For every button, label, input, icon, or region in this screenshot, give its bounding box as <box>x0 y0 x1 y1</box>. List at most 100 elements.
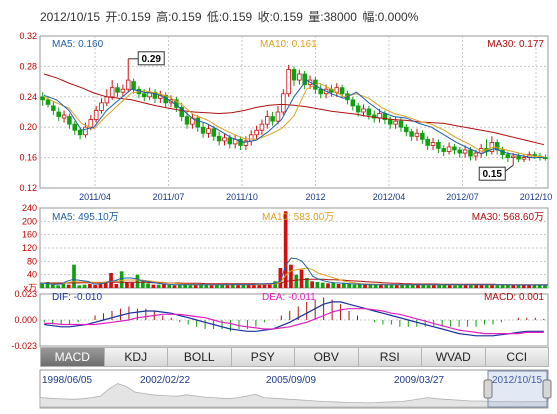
macd-y-tick-label: 0.000 <box>14 315 37 325</box>
navigator-right-handle <box>542 379 552 399</box>
tab-cci[interactable]: CCI <box>484 347 549 367</box>
candle-body <box>452 146 457 151</box>
candle-body <box>259 123 265 131</box>
candle-body <box>200 126 206 134</box>
volume-bar <box>98 283 103 288</box>
volume-bar <box>252 283 256 288</box>
candle-body <box>446 146 452 152</box>
high-marker-label: 0.29 <box>141 54 161 65</box>
macd-panel: 0.023 0.000 -0.023 DIF: -0.010 DEA: -0.011 MA… <box>11 289 549 351</box>
candle-body <box>462 149 468 154</box>
volume-bar <box>215 284 219 288</box>
volume-bar <box>426 285 431 288</box>
candle-body <box>297 73 302 81</box>
candle-body <box>543 157 548 160</box>
navigator-date-label: 2005/09/09 <box>266 375 316 386</box>
volume-bar <box>177 284 182 288</box>
candle-body <box>350 99 356 107</box>
candle-body <box>72 123 78 131</box>
tab-wvad[interactable]: WVAD <box>421 347 486 367</box>
low-marker-box <box>478 166 506 181</box>
navigator-panel[interactable]: 1998/06/05 2002/02/22 2005/09/09 2009/03/27… <box>39 369 552 409</box>
volume-y-tick-label: 160 <box>22 230 37 240</box>
volume-bar <box>527 285 531 288</box>
volume-bar <box>379 284 383 288</box>
quote-volume: 量:38000 <box>308 10 357 24</box>
volume-bar <box>416 284 420 288</box>
volume-bar <box>437 284 441 288</box>
candle-body <box>51 105 56 111</box>
volume-bar <box>193 284 198 288</box>
candle-body <box>281 93 286 113</box>
volume-bar <box>125 282 129 288</box>
volume-bar <box>405 284 410 288</box>
volume-bar <box>88 284 92 288</box>
volume-bar <box>484 284 489 288</box>
volume-bar <box>82 284 87 288</box>
volume-bar <box>532 285 537 288</box>
volume-bar <box>394 284 399 288</box>
navigator-date-label: 1998/06/05 <box>42 375 92 386</box>
candle-body <box>398 120 404 128</box>
volume-bar <box>299 269 304 288</box>
volume-bar <box>40 284 45 288</box>
volume-bar <box>347 284 352 288</box>
ma10-line <box>43 82 545 158</box>
volume-bar <box>220 284 225 288</box>
candle-body <box>366 108 372 116</box>
ma5-line <box>43 79 544 159</box>
tab-boll[interactable]: BOLL <box>167 347 232 367</box>
candle-body <box>206 128 211 134</box>
tab-rsi[interactable]: RSI <box>357 347 422 367</box>
navigator-range-window <box>487 370 548 408</box>
volume-bar <box>543 285 547 288</box>
volume-bar <box>156 284 161 288</box>
candle-body <box>99 102 104 111</box>
candle-body <box>425 138 430 146</box>
candle-body <box>270 116 275 122</box>
quote-close: 收:0.159 <box>257 10 303 24</box>
candle-body <box>45 99 51 105</box>
volume-bar <box>463 284 468 288</box>
volume-bar <box>230 284 235 288</box>
volume-bar <box>331 283 336 288</box>
tab-psy[interactable]: PSY <box>230 347 295 367</box>
tab-macd[interactable]: MACD <box>40 347 105 367</box>
candle-body <box>88 119 94 128</box>
volume-bar <box>326 283 330 288</box>
candle-body <box>286 69 291 95</box>
candle-body <box>436 141 441 149</box>
candle-body <box>441 148 446 152</box>
volume-bar <box>357 284 362 288</box>
quote-date: 2012/10/15 <box>40 10 101 24</box>
volume-bar <box>140 281 145 288</box>
volume-bar <box>204 285 209 288</box>
volume-y-tick-label: 120 <box>22 243 37 253</box>
macd-y-tick-label: 0.023 <box>14 289 37 299</box>
vol-ma30-legend: MA30: 568.60万 <box>472 212 544 223</box>
navigator-date-label: 2012/10/15 <box>492 375 542 386</box>
volume-bar <box>521 284 526 288</box>
price-x-tick-label: 2012/04 <box>373 192 406 202</box>
volume-bar <box>236 284 240 288</box>
tab-obv[interactable]: OBV <box>294 347 359 367</box>
candle-body <box>361 108 366 113</box>
volume-bar <box>458 285 463 288</box>
volume-bar <box>146 283 150 288</box>
candle-body <box>93 110 99 121</box>
volume-bar <box>72 264 76 288</box>
candle-body <box>420 132 425 140</box>
quote-low: 低:0.159 <box>206 10 253 24</box>
candle-body <box>211 128 217 137</box>
volume-bar <box>320 282 325 288</box>
volume-bar <box>469 284 473 288</box>
candle-body <box>83 126 88 136</box>
tab-kdj[interactable]: KDJ <box>103 347 168 367</box>
volume-bar <box>474 285 479 288</box>
volume-bar <box>241 285 246 288</box>
candle-body <box>216 135 222 142</box>
candle-body <box>473 152 479 157</box>
volume-bar <box>490 285 494 288</box>
